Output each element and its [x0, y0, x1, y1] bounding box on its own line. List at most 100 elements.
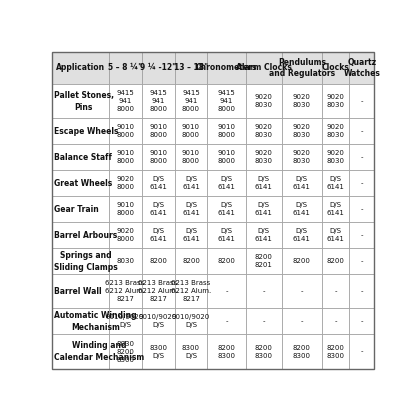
Bar [349, 52, 374, 84]
Text: 6213 Brass
6212 Alum.
8217: 6213 Brass 6212 Alum. 8217 [138, 280, 178, 302]
Bar [109, 334, 141, 369]
Bar [175, 309, 208, 334]
Bar [322, 52, 349, 84]
Text: 9010
8000: 9010 8000 [116, 203, 134, 216]
Bar [175, 248, 208, 274]
Text: 9010
8000: 9010 8000 [149, 124, 167, 139]
Bar [349, 334, 374, 369]
Text: 13 – 18": 13 – 18" [174, 63, 208, 72]
Bar [349, 223, 374, 248]
Bar [282, 119, 322, 144]
Text: 9010
8000: 9010 8000 [218, 151, 235, 164]
Text: Automatic Winding
Mechanism: Automatic Winding Mechanism [54, 311, 136, 332]
Text: 9010
8000: 9010 8000 [182, 124, 200, 139]
Text: 9010
8000: 9010 8000 [218, 124, 235, 139]
Text: -: - [361, 288, 363, 295]
Text: -: - [334, 319, 337, 324]
Text: -: - [361, 129, 363, 134]
Text: 8200
8300: 8200 8300 [327, 344, 345, 359]
Text: 6213 Brass
6212 Alum.
8217: 6213 Brass 6212 Alum. 8217 [105, 280, 145, 302]
Text: 9020
8030: 9020 8030 [293, 151, 311, 164]
Bar [52, 248, 109, 274]
Text: 9010
8000: 9010 8000 [149, 151, 167, 164]
Text: 8200: 8200 [327, 258, 344, 264]
Text: 9415
941
8000: 9415 941 8000 [218, 90, 235, 112]
Bar [109, 274, 141, 309]
Text: Application: Application [56, 63, 105, 72]
Bar [109, 223, 141, 248]
Text: 8200
8300: 8200 8300 [293, 344, 311, 359]
Bar [141, 196, 175, 223]
Bar [175, 144, 208, 171]
Text: Springs and
Sliding Clamps: Springs and Sliding Clamps [54, 251, 118, 272]
Bar [109, 119, 141, 144]
Bar [175, 84, 208, 119]
Bar [141, 52, 175, 84]
Text: 9020
8030: 9020 8030 [255, 94, 273, 109]
Text: D/S
6141: D/S 6141 [293, 203, 311, 216]
Text: 9020
8030: 9020 8030 [255, 124, 273, 139]
Text: -: - [361, 99, 363, 104]
Bar [349, 309, 374, 334]
Bar [246, 52, 282, 84]
Bar [282, 223, 322, 248]
Bar [322, 119, 349, 144]
Bar [246, 171, 282, 196]
Text: Winding and
Calendar Mechanism: Winding and Calendar Mechanism [54, 341, 144, 362]
Text: Clocks: Clocks [322, 63, 350, 72]
Bar [246, 196, 282, 223]
Text: D/S
6141: D/S 6141 [182, 228, 200, 243]
Bar [208, 171, 246, 196]
Bar [282, 52, 322, 84]
Text: 9 ¼ -12": 9 ¼ -12" [140, 63, 176, 72]
Bar [246, 223, 282, 248]
Bar [282, 144, 322, 171]
Text: 8200: 8200 [293, 258, 311, 264]
Bar [52, 52, 109, 84]
Bar [109, 52, 141, 84]
Text: 9010
8000: 9010 8000 [182, 151, 200, 164]
Bar [175, 196, 208, 223]
Bar [282, 334, 322, 369]
Text: 9010
8000: 9010 8000 [116, 124, 134, 139]
Text: Quartz
Watches: Quartz Watches [344, 57, 380, 78]
Text: 5 – 8 ¼": 5 – 8 ¼" [108, 63, 142, 72]
Text: 9020
8030: 9020 8030 [293, 124, 311, 139]
Bar [208, 84, 246, 119]
Text: 9020
8030: 9020 8030 [327, 124, 345, 139]
Bar [52, 309, 109, 334]
Bar [141, 334, 175, 369]
Text: -: - [225, 288, 228, 295]
Bar [175, 119, 208, 144]
Text: 8200
8300: 8200 8300 [218, 344, 235, 359]
Bar [141, 144, 175, 171]
Bar [52, 84, 109, 119]
Text: -: - [361, 154, 363, 161]
Text: -: - [262, 319, 265, 324]
Bar [322, 309, 349, 334]
Text: D/S
6141: D/S 6141 [255, 228, 272, 243]
Bar [246, 248, 282, 274]
Bar [322, 84, 349, 119]
Text: 9020
8000: 9020 8000 [116, 176, 134, 191]
Text: D/S
6141: D/S 6141 [327, 228, 344, 243]
Text: 9010/9020
D/S: 9010/9020 D/S [139, 314, 177, 329]
Text: Gear Train: Gear Train [54, 205, 99, 214]
Text: 9415
941
8000: 9415 941 8000 [116, 90, 134, 112]
Bar [208, 274, 246, 309]
Text: Great Wheels: Great Wheels [54, 179, 112, 188]
Text: 8200: 8200 [182, 258, 200, 264]
Bar [349, 196, 374, 223]
Bar [52, 274, 109, 309]
Text: D/S
6141: D/S 6141 [327, 176, 344, 191]
Text: 9415
941
8000: 9415 941 8000 [149, 90, 167, 112]
Bar [282, 196, 322, 223]
Text: 8200
8300: 8200 8300 [255, 344, 273, 359]
Bar [175, 52, 208, 84]
Bar [349, 274, 374, 309]
Text: Pendulums
and Regulators: Pendulums and Regulators [269, 57, 335, 78]
Text: Chronometers: Chronometers [196, 63, 258, 72]
Bar [322, 274, 349, 309]
Bar [349, 171, 374, 196]
Text: -: - [334, 288, 337, 295]
